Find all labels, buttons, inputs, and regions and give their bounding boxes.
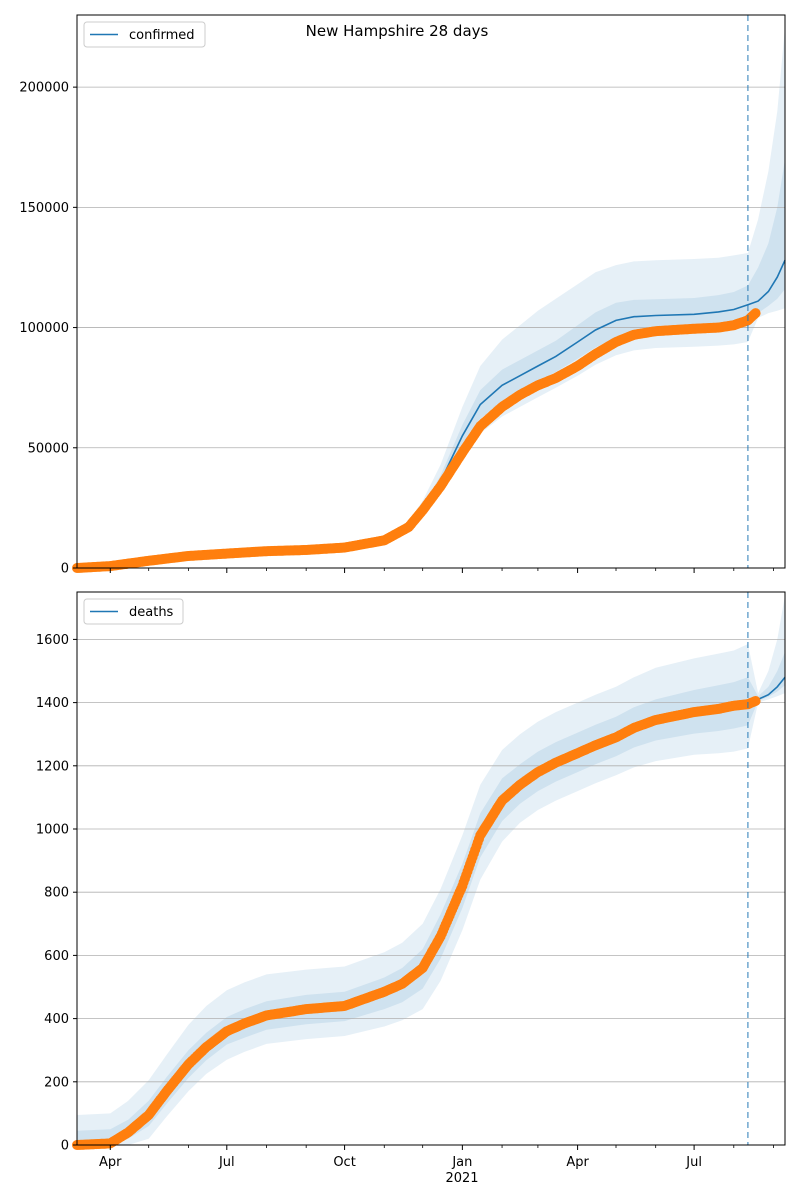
confirmed-axes-frame: [76, 14, 786, 569]
deaths-band-0: [77, 595, 785, 1145]
confirmed-legend: confirmed: [83, 21, 206, 48]
deaths-legend: deaths: [83, 598, 184, 625]
x-tick-label: Jul: [685, 1155, 702, 1170]
deaths-y-ticks: 0 200 400 600 800 1000 1200 1400 1600: [36, 633, 77, 1154]
y-tick-label: 800: [44, 886, 69, 901]
confirmed-band-0: [77, 27, 785, 568]
x-tick-label: Apr: [566, 1155, 589, 1170]
y-tick-label: 1600: [36, 633, 69, 648]
x-tick-label: Oct: [333, 1155, 355, 1170]
y-tick-label: 1400: [36, 696, 69, 711]
legend-label-confirmed: confirmed: [129, 28, 195, 43]
y-tick-label: 100000: [19, 321, 69, 336]
y-tick-label: 200000: [19, 81, 69, 96]
confirmed-panel: 0 50000 100000 150000 200000 confirmed New H…: [19, 14, 786, 577]
deaths-panel: 0 200 400 600 800 1000 1200 1400 1600 Apr Jul Oct J…: [36, 591, 786, 1186]
x-year-label: 2021: [445, 1171, 478, 1186]
deaths-gridlines: [77, 639, 785, 1083]
legend-label-deaths: deaths: [129, 605, 174, 620]
legend-box: [83, 598, 184, 625]
confirmed-y-ticks: 0 50000 100000 150000 200000: [19, 81, 77, 577]
chart-title: New Hampshire 28 days: [306, 22, 489, 40]
y-tick-label: 150000: [19, 201, 69, 216]
x-tick-label: Jan: [451, 1155, 472, 1170]
y-tick-label: 400: [44, 1012, 69, 1027]
deaths-bands: [77, 595, 785, 1145]
x-tick-label: Apr: [99, 1155, 122, 1170]
y-tick-label: 50000: [28, 441, 69, 456]
confirmed-bands: [77, 27, 785, 569]
y-tick-label: 0: [61, 1139, 69, 1154]
legend-box: [83, 21, 206, 48]
confirmed-observed-points: [72, 308, 761, 573]
observed-point: [750, 308, 761, 319]
deaths-x-ticks: Apr Jul Oct Jan Apr Jul: [99, 1145, 774, 1170]
y-tick-label: 200: [44, 1075, 69, 1090]
deaths-axes-frame: [76, 591, 786, 1146]
y-tick-label: 600: [44, 949, 69, 964]
confirmed-x-ticks: [109, 568, 774, 573]
observed-point: [750, 696, 761, 706]
x-tick-label: Jul: [218, 1155, 235, 1170]
y-tick-label: 0: [61, 562, 69, 577]
y-tick-label: 1200: [36, 759, 69, 774]
deaths-observed-points: [72, 696, 761, 1150]
y-tick-label: 1000: [36, 823, 69, 838]
